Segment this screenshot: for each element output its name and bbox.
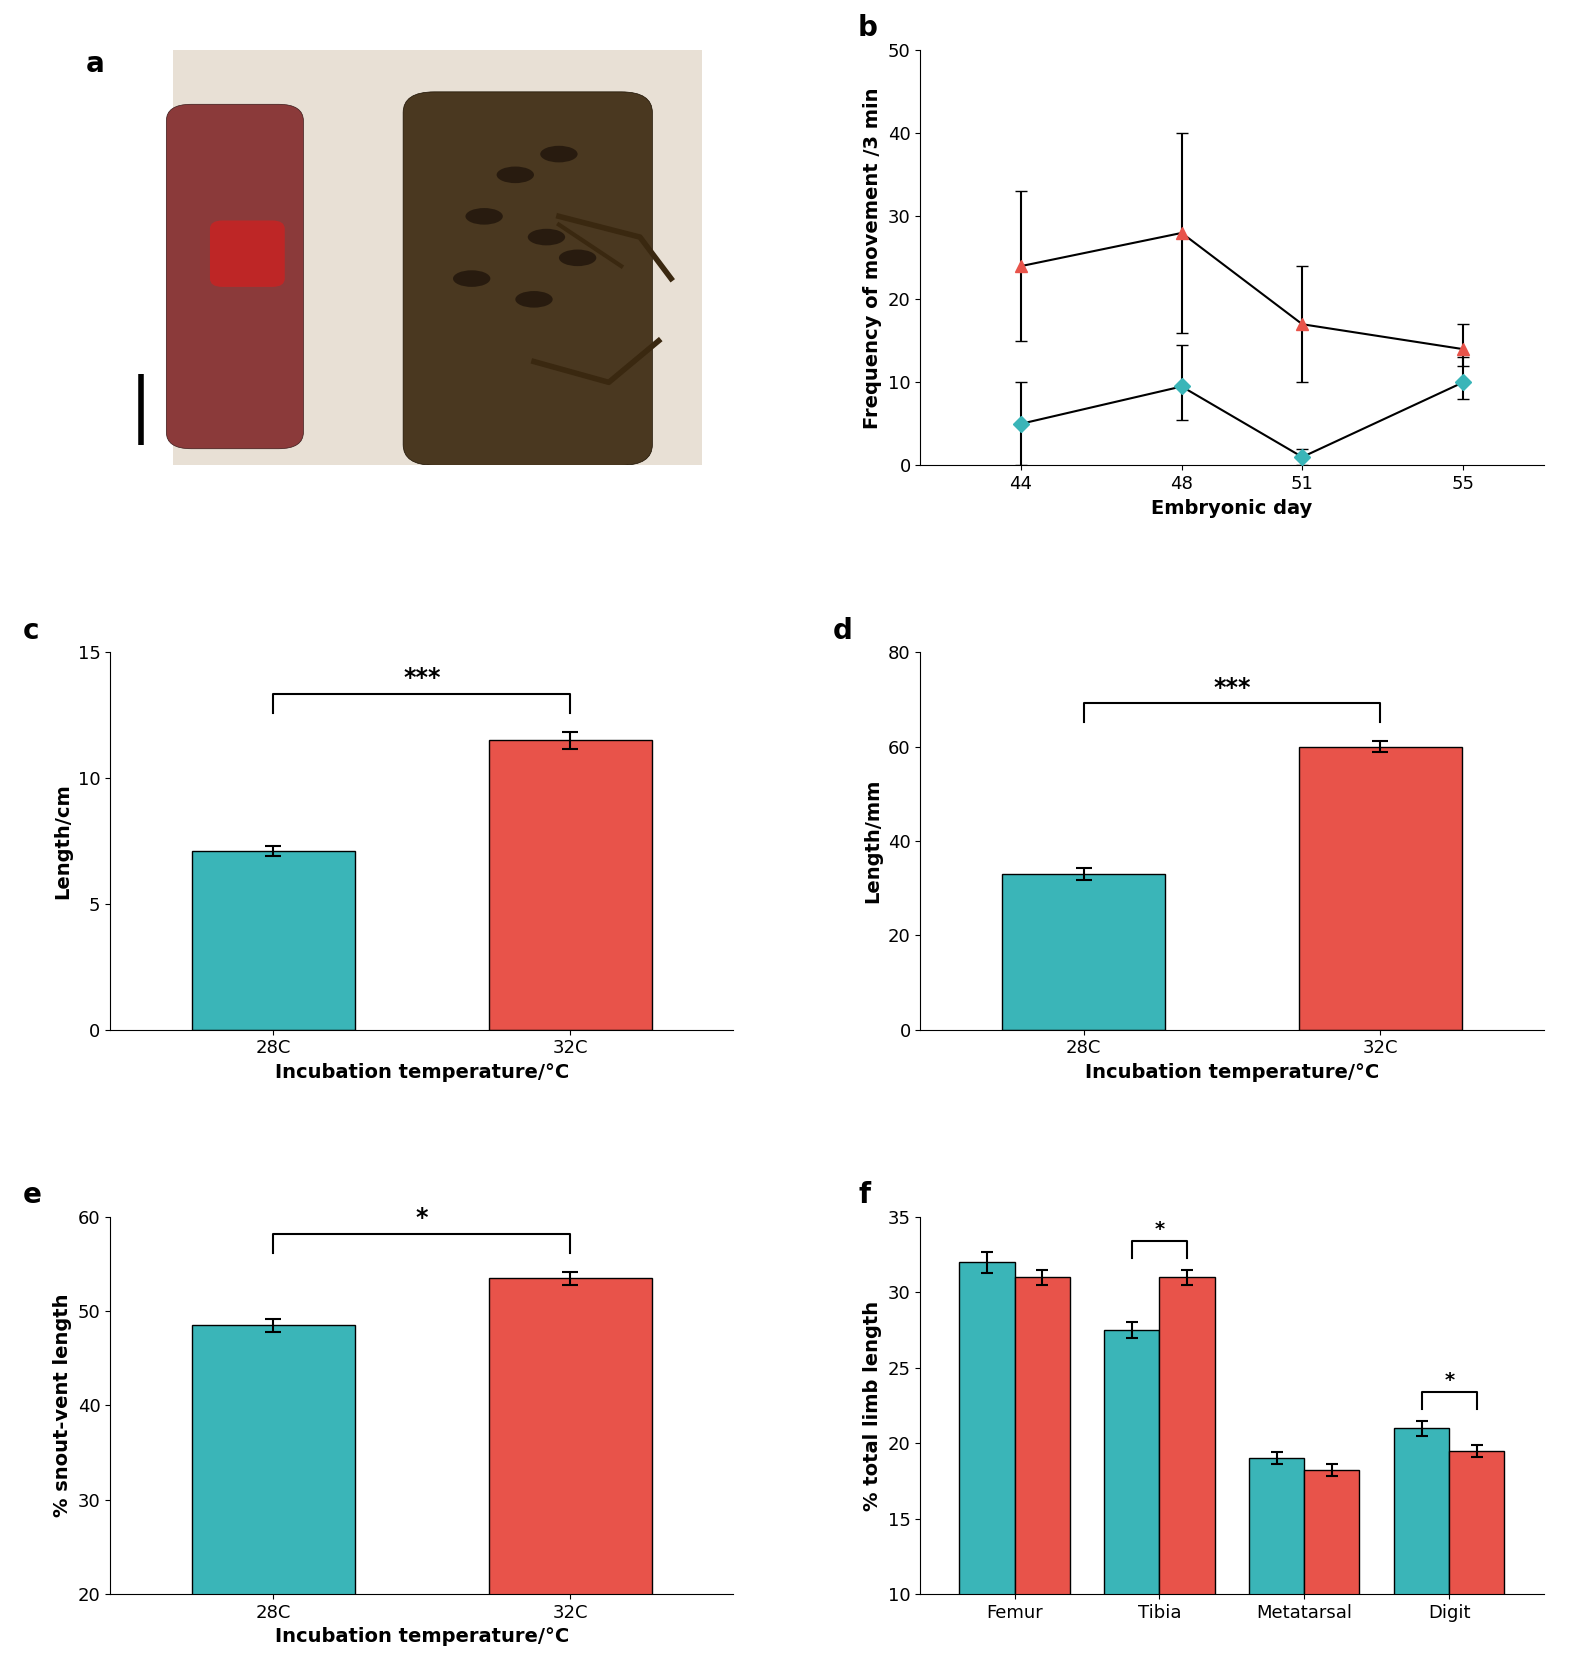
- Ellipse shape: [559, 250, 597, 267]
- Text: *: *: [1444, 1371, 1454, 1391]
- Bar: [192, 851, 354, 1030]
- Ellipse shape: [454, 270, 490, 287]
- Y-axis label: Length/cm: Length/cm: [54, 784, 72, 899]
- Text: *: *: [416, 1206, 428, 1230]
- X-axis label: Incubation temperature/°C: Incubation temperature/°C: [274, 1628, 569, 1646]
- X-axis label: Incubation temperature/°C: Incubation temperature/°C: [274, 1062, 569, 1082]
- Bar: [1249, 1458, 1304, 1678]
- Text: a: a: [85, 50, 104, 79]
- Bar: [1304, 1470, 1359, 1678]
- X-axis label: Embryonic day: Embryonic day: [1151, 498, 1312, 517]
- Bar: [1002, 874, 1166, 1030]
- Y-axis label: % total limb length: % total limb length: [863, 1300, 882, 1510]
- Bar: [959, 1262, 1014, 1678]
- Text: b: b: [858, 13, 877, 42]
- FancyBboxPatch shape: [173, 50, 702, 465]
- Y-axis label: Length/mm: Length/mm: [863, 779, 882, 903]
- Text: ***: ***: [1213, 676, 1251, 700]
- Bar: [1104, 1331, 1159, 1678]
- FancyBboxPatch shape: [167, 104, 304, 448]
- Bar: [1014, 1277, 1069, 1678]
- Text: e: e: [24, 1181, 43, 1210]
- Bar: [1394, 1428, 1449, 1678]
- Y-axis label: % snout-vent length: % snout-vent length: [54, 1294, 72, 1517]
- Bar: [1299, 747, 1462, 1030]
- Y-axis label: Frequency of movement /3 min: Frequency of movement /3 min: [863, 87, 882, 428]
- Bar: [1449, 1451, 1504, 1678]
- Bar: [192, 1326, 354, 1678]
- Bar: [488, 1279, 652, 1678]
- Text: d: d: [833, 618, 854, 644]
- Bar: [488, 740, 652, 1030]
- Bar: [1159, 1277, 1214, 1678]
- X-axis label: Incubation temperature/°C: Incubation temperature/°C: [1085, 1062, 1380, 1082]
- Text: ***: ***: [403, 666, 441, 690]
- FancyBboxPatch shape: [209, 220, 285, 287]
- Ellipse shape: [466, 208, 502, 225]
- Ellipse shape: [528, 228, 565, 245]
- Ellipse shape: [515, 290, 553, 307]
- Ellipse shape: [496, 166, 534, 183]
- Text: *: *: [1154, 1220, 1164, 1240]
- FancyBboxPatch shape: [403, 92, 652, 465]
- Text: f: f: [858, 1181, 869, 1210]
- Ellipse shape: [540, 146, 578, 163]
- Text: c: c: [24, 618, 39, 644]
